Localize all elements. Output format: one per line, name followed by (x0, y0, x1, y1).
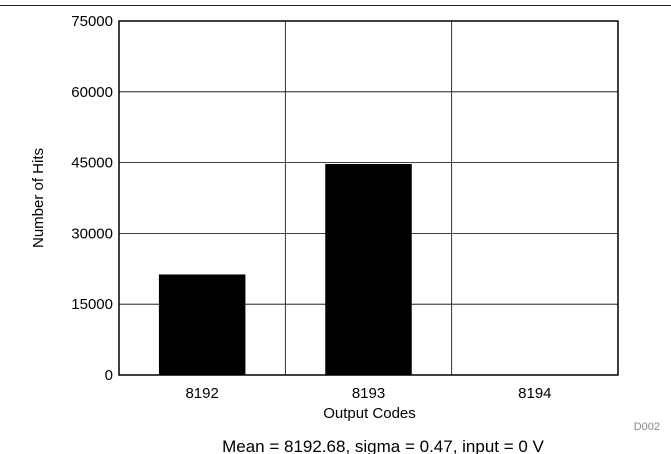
bar-8192 (158, 274, 246, 375)
y-tick-label: 60000 (71, 84, 113, 101)
x-axis-label: Output Codes (323, 405, 416, 422)
x-tick-label: 8193 (352, 385, 385, 402)
x-tick-labels: 8192 8193 8194 (185, 385, 551, 402)
y-tick-labels: 0 15000 30000 45000 60000 75000 (71, 13, 113, 384)
y-tick-label: 0 (105, 367, 113, 384)
grid-lines (119, 21, 618, 375)
y-tick-label: 30000 (71, 225, 113, 242)
bars (158, 164, 412, 375)
y-axis-label: Number of Hits (30, 148, 47, 248)
figure-id: D002 (634, 421, 660, 433)
y-tick-label: 15000 (71, 296, 113, 313)
x-tick-label: 8194 (518, 385, 551, 402)
y-tick-label: 75000 (71, 13, 113, 30)
chart-caption: Mean = 8192.68, sigma = 0.47, input = 0 … (222, 437, 544, 454)
y-tick-label: 45000 (71, 155, 113, 172)
bar-8193 (325, 164, 412, 375)
plot-frame (118, 20, 619, 376)
x-tick-label: 8192 (185, 385, 218, 402)
top-rule (0, 5, 671, 6)
